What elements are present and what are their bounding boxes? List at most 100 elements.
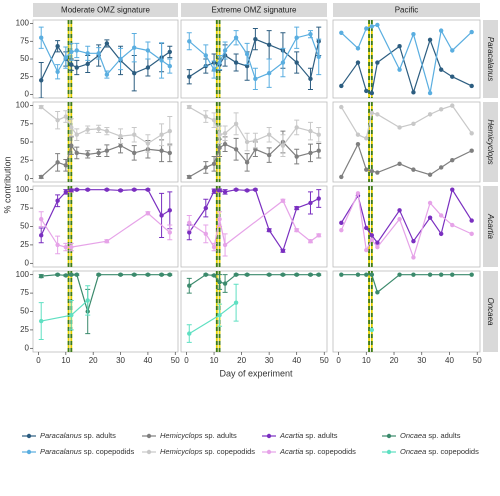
point xyxy=(427,172,433,177)
point xyxy=(369,168,375,174)
point xyxy=(187,74,192,79)
legend-label: Paracalanus sp. adults xyxy=(40,431,116,440)
facet-series xyxy=(186,26,322,90)
point xyxy=(39,216,44,222)
facet-series xyxy=(369,327,375,333)
y-tick-label: 75 xyxy=(20,36,29,45)
point xyxy=(450,74,455,79)
point xyxy=(427,37,433,43)
point xyxy=(469,272,474,277)
point xyxy=(167,272,172,277)
point xyxy=(187,230,192,235)
point xyxy=(55,160,60,165)
legend-label: Oncaea sp. adults xyxy=(400,431,461,440)
facet-series xyxy=(186,187,322,253)
y-tick-label: 100 xyxy=(16,270,30,279)
point xyxy=(294,60,299,65)
point xyxy=(339,174,344,180)
point xyxy=(132,70,137,76)
point xyxy=(308,272,313,277)
legend-label: Paracalanus sp. copepodids xyxy=(40,447,134,456)
y-axis-label: % contribution xyxy=(2,156,12,213)
point xyxy=(167,63,172,69)
point xyxy=(308,128,313,134)
point xyxy=(211,161,217,167)
point xyxy=(375,244,380,250)
point xyxy=(253,76,258,82)
point xyxy=(355,272,361,277)
point xyxy=(375,170,380,175)
point xyxy=(450,187,455,192)
x-tick-label: 30 xyxy=(116,356,125,365)
point xyxy=(244,139,250,145)
facet-series xyxy=(339,103,474,141)
legend-dot xyxy=(386,449,392,455)
point xyxy=(39,35,44,40)
point xyxy=(167,230,172,235)
panel xyxy=(32,270,179,353)
point xyxy=(104,239,110,244)
point xyxy=(132,272,137,277)
facet-series xyxy=(38,26,173,80)
x-tick-label: 50 xyxy=(171,356,180,365)
point xyxy=(253,187,258,192)
point xyxy=(187,104,192,110)
point xyxy=(222,189,228,195)
point xyxy=(96,126,101,132)
point xyxy=(63,114,69,119)
point xyxy=(69,272,74,277)
point xyxy=(438,67,444,72)
point xyxy=(55,242,60,248)
point xyxy=(339,220,344,226)
point xyxy=(469,148,474,153)
point xyxy=(369,110,375,116)
x-tick-label: 40 xyxy=(143,356,152,365)
point xyxy=(469,29,474,35)
point xyxy=(308,31,313,37)
point xyxy=(308,200,313,206)
point xyxy=(39,318,44,324)
panel xyxy=(32,185,179,268)
point xyxy=(397,216,402,222)
point xyxy=(217,312,222,318)
point xyxy=(355,132,361,137)
point xyxy=(355,60,361,65)
point xyxy=(369,233,375,238)
y-tick-label: 25 xyxy=(20,72,29,81)
point xyxy=(355,141,361,147)
point xyxy=(203,231,208,237)
point xyxy=(427,90,433,96)
point xyxy=(211,188,217,194)
point xyxy=(364,247,369,253)
point xyxy=(74,187,79,192)
point xyxy=(266,227,272,233)
facet-series xyxy=(38,285,91,340)
point xyxy=(167,49,172,55)
x-tick-label: 30 xyxy=(265,356,274,365)
facet-series xyxy=(38,211,173,255)
point xyxy=(85,298,90,303)
panel xyxy=(332,101,481,183)
row-title: Oncaea xyxy=(486,297,495,326)
point xyxy=(308,239,313,244)
y-tick-label: 50 xyxy=(20,54,29,63)
point xyxy=(187,220,192,226)
point xyxy=(203,53,208,58)
legend-dot xyxy=(266,449,272,455)
row-strip xyxy=(483,20,498,98)
y-tick-label: 0 xyxy=(25,258,30,267)
point xyxy=(74,150,79,156)
point xyxy=(159,213,164,218)
point xyxy=(266,42,272,48)
point xyxy=(316,132,321,137)
point xyxy=(233,147,239,152)
point xyxy=(375,240,380,245)
point xyxy=(96,272,101,277)
point xyxy=(222,48,228,53)
point xyxy=(69,188,74,193)
point xyxy=(316,54,321,60)
point xyxy=(233,187,239,192)
point xyxy=(145,187,151,192)
facet-series xyxy=(339,191,474,260)
point xyxy=(39,273,44,279)
